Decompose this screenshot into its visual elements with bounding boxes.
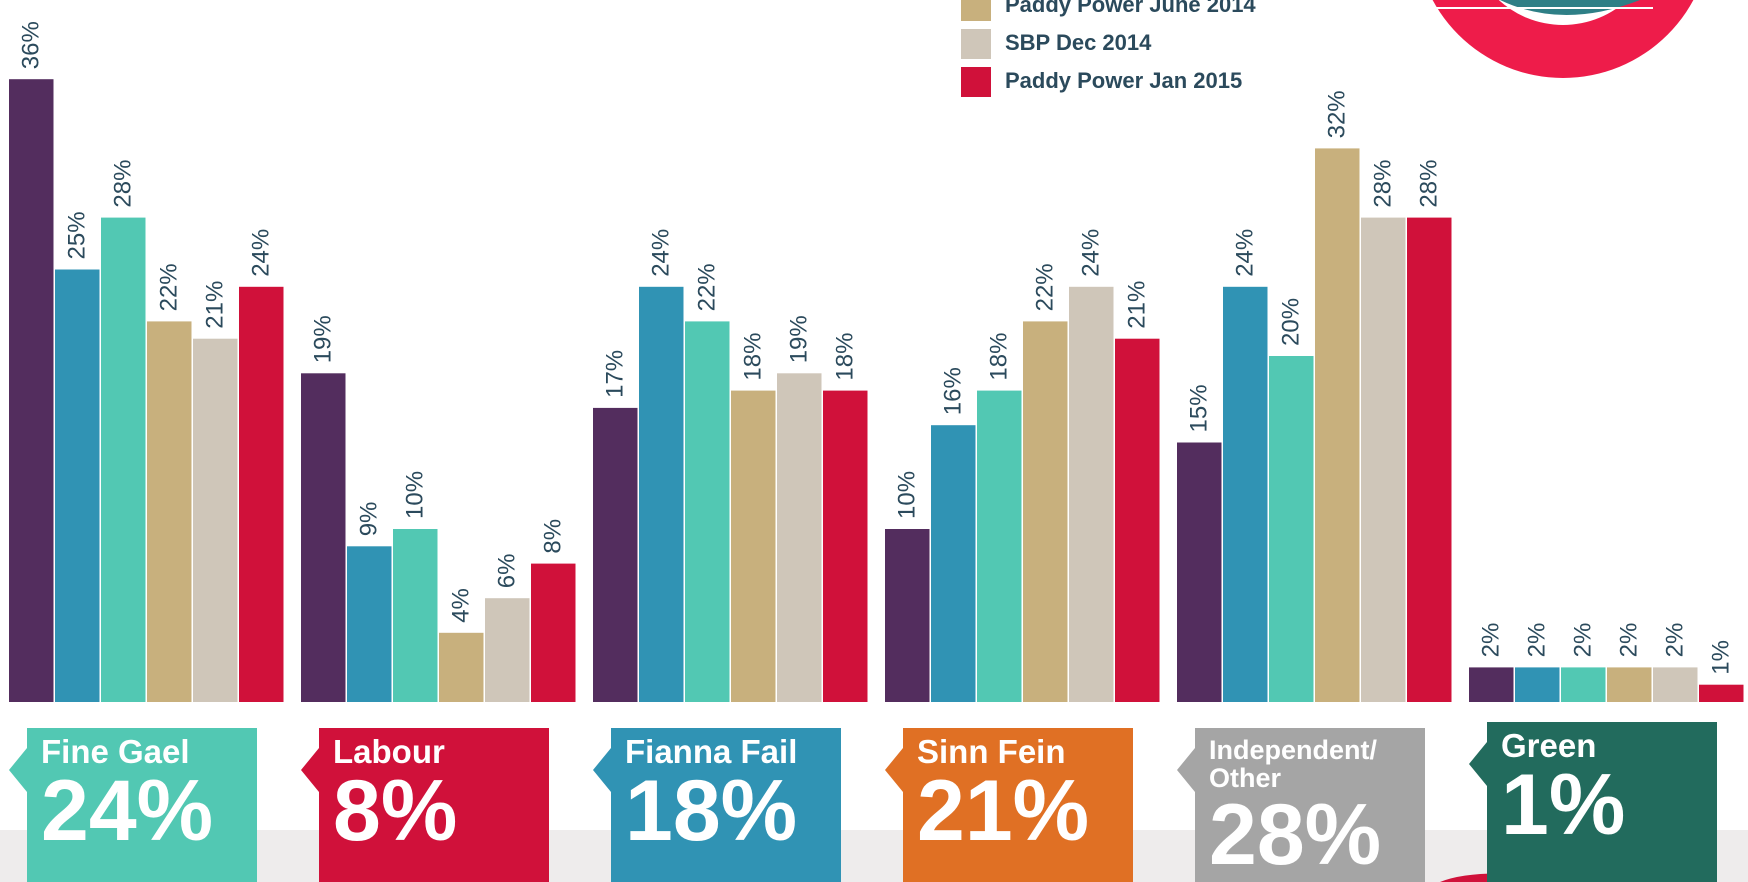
card-notch bbox=[885, 748, 903, 792]
card-notch bbox=[593, 748, 611, 792]
legend-label: SBP Dec 2014 bbox=[1005, 30, 1152, 55]
value-label: 21% bbox=[201, 281, 228, 329]
legend-swatch bbox=[961, 29, 991, 59]
category-percent: 28% bbox=[1209, 792, 1411, 878]
card-notch bbox=[301, 748, 319, 792]
bar bbox=[1023, 321, 1068, 702]
value-label: 2% bbox=[1477, 623, 1504, 658]
bar bbox=[393, 529, 438, 702]
bar bbox=[1469, 667, 1514, 702]
card-notch bbox=[1469, 742, 1487, 786]
legend-swatch bbox=[961, 67, 991, 97]
category-label: Independent/ Other bbox=[1209, 736, 1409, 792]
bar bbox=[593, 408, 638, 702]
value-label: 22% bbox=[1031, 263, 1058, 311]
bar bbox=[1653, 667, 1698, 702]
bar bbox=[931, 425, 976, 702]
bar bbox=[1115, 339, 1160, 702]
value-label: 21% bbox=[1123, 281, 1150, 329]
value-label: 18% bbox=[831, 333, 858, 381]
value-label: 10% bbox=[893, 471, 920, 519]
bar bbox=[147, 321, 192, 702]
bar bbox=[1315, 148, 1360, 702]
value-label: 17% bbox=[601, 350, 628, 398]
value-label: 18% bbox=[739, 333, 766, 381]
bar bbox=[1515, 667, 1560, 702]
bar bbox=[55, 270, 100, 703]
value-label: 28% bbox=[1369, 160, 1396, 208]
value-label: 28% bbox=[109, 160, 136, 208]
value-label: 19% bbox=[309, 315, 336, 363]
legend-label: Paddy Power June 2014 bbox=[1005, 0, 1256, 17]
value-label: 9% bbox=[355, 502, 382, 537]
bar bbox=[1561, 667, 1606, 702]
card-notch bbox=[9, 748, 27, 792]
bar bbox=[239, 287, 284, 702]
bar bbox=[1269, 356, 1314, 702]
value-label: 24% bbox=[647, 229, 674, 277]
bar bbox=[9, 79, 54, 702]
value-label: 32% bbox=[1323, 90, 1350, 138]
value-label: 15% bbox=[1185, 384, 1212, 432]
category-percent: 24% bbox=[41, 768, 243, 854]
value-label: 2% bbox=[1615, 623, 1642, 658]
value-label: 24% bbox=[1077, 229, 1104, 277]
value-label: 22% bbox=[155, 263, 182, 311]
bar bbox=[193, 339, 238, 702]
value-label: 22% bbox=[693, 263, 720, 311]
card-notch bbox=[1177, 748, 1195, 792]
value-label: 1% bbox=[1707, 640, 1734, 675]
bar bbox=[347, 546, 392, 702]
value-label: 19% bbox=[785, 315, 812, 363]
bar bbox=[485, 598, 530, 702]
bar bbox=[977, 391, 1022, 702]
bar bbox=[885, 529, 930, 702]
bar bbox=[639, 287, 684, 702]
value-label: 2% bbox=[1523, 623, 1550, 658]
value-label: 16% bbox=[939, 367, 966, 415]
bar bbox=[1607, 667, 1652, 702]
value-label: 25% bbox=[63, 211, 90, 259]
value-label: 24% bbox=[1231, 229, 1258, 277]
category-percent: 21% bbox=[917, 768, 1119, 854]
bar bbox=[685, 321, 730, 702]
value-label: 28% bbox=[1415, 160, 1442, 208]
value-label: 24% bbox=[247, 229, 274, 277]
value-label: 36% bbox=[17, 21, 44, 69]
value-label: 8% bbox=[539, 519, 566, 554]
legend-label: Paddy Power Jan 2015 bbox=[1005, 68, 1242, 93]
bar bbox=[101, 218, 146, 702]
bar bbox=[823, 391, 868, 702]
bar bbox=[1069, 287, 1114, 702]
bar bbox=[1407, 218, 1452, 702]
legend-swatch bbox=[961, 0, 991, 21]
value-label: 18% bbox=[985, 333, 1012, 381]
value-label: 4% bbox=[447, 588, 474, 623]
bar bbox=[439, 633, 484, 702]
value-label: 20% bbox=[1277, 298, 1304, 346]
value-label: 6% bbox=[493, 554, 520, 589]
bar bbox=[1177, 443, 1222, 703]
value-label: 2% bbox=[1661, 623, 1688, 658]
decor-pie bbox=[1415, 0, 1711, 78]
value-label: 10% bbox=[401, 471, 428, 519]
category-percent: 18% bbox=[625, 768, 827, 854]
category-percent: 1% bbox=[1501, 762, 1703, 848]
value-label: 2% bbox=[1569, 623, 1596, 658]
bar bbox=[731, 391, 776, 702]
bar bbox=[1223, 287, 1268, 702]
bar bbox=[531, 564, 576, 702]
bar bbox=[777, 373, 822, 702]
bar bbox=[1699, 685, 1744, 702]
bar bbox=[301, 373, 346, 702]
bar bbox=[1361, 218, 1406, 702]
category-percent: 8% bbox=[333, 768, 535, 854]
page: 36% 25% 28% 22% 21% 24% 19% 9% 10% 4% 6% 8% 17% 24% 22… bbox=[0, 0, 1748, 882]
